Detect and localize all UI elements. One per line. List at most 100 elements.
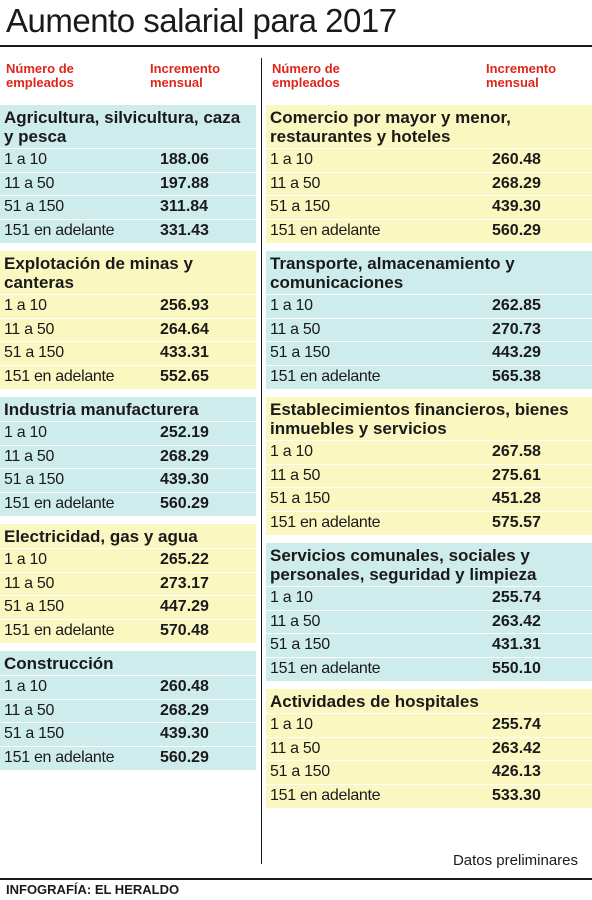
sector-section: Construcción 1 a 10 260.48 11 a 50 268.29 51 …	[0, 651, 256, 770]
credit: INFOGRAFÍA: EL HERALDO	[6, 882, 180, 897]
footer-rule	[0, 878, 592, 880]
sector-title: Establecimientos financieros, bienes inm…	[270, 400, 569, 438]
table-row: 51 a 150 447.29	[0, 595, 256, 619]
table-row: 51 a 150 431.31	[266, 633, 592, 657]
employee-range: 151 en adelante	[4, 748, 115, 766]
left-column: Número de empleados Incremento mensual A…	[0, 56, 256, 778]
sector-section: Servicios comunales, sociales y personal…	[266, 543, 592, 681]
monthly-increment: 265.22	[160, 551, 209, 568]
employee-range: 1 a 10	[270, 443, 313, 460]
table-row: 1 a 10 260.48	[266, 148, 592, 172]
monthly-increment: 270.73	[492, 320, 541, 338]
sector-title: Industria manufacturera	[4, 400, 199, 419]
table-row: 151 en adelante 552.65	[0, 364, 256, 389]
monthly-increment: 197.88	[160, 174, 209, 192]
monthly-increment: 264.64	[160, 320, 209, 338]
title-rule	[0, 45, 592, 47]
table-row: 11 a 50 268.29	[0, 444, 256, 469]
employee-range: 51 a 150	[270, 490, 330, 507]
employee-range: 1 a 10	[4, 551, 47, 568]
employee-range: 11 a 50	[4, 447, 55, 465]
monthly-increment: 255.74	[492, 716, 541, 733]
employee-range: 11 a 50	[4, 320, 55, 338]
table-row: 11 a 50 197.88	[0, 171, 256, 196]
table-row: 51 a 150 439.30	[0, 468, 256, 492]
monthly-increment: 447.29	[160, 598, 209, 615]
employees-header: Número de empleados	[6, 61, 74, 90]
monthly-increment: 565.38	[492, 367, 541, 385]
sector-title: Agricultura, silvicultura, caza y pesca	[4, 108, 241, 146]
table-row: 1 a 10 265.22	[0, 548, 256, 572]
employee-range: 151 en adelante	[4, 494, 115, 512]
table-row: 151 en adelante 331.43	[0, 218, 256, 243]
employee-range: 11 a 50	[4, 574, 55, 592]
sector-section: Comercio por mayor y menor, restaurantes…	[266, 105, 592, 243]
sector-section: Transporte, almacenamiento y comunicacio…	[266, 251, 592, 389]
monthly-increment: 255.74	[492, 589, 541, 606]
employee-range: 151 en adelante	[4, 621, 115, 639]
table-row: 11 a 50 263.42	[266, 609, 592, 634]
left-column-header: Número de empleados Incremento mensual	[0, 56, 256, 98]
monthly-increment: 439.30	[492, 198, 541, 215]
monthly-increment: 268.29	[160, 447, 209, 465]
table-row: 51 a 150 311.84	[0, 195, 256, 219]
monthly-increment: 433.31	[160, 344, 209, 361]
table-row: 151 en adelante 550.10	[266, 656, 592, 681]
employee-range: 51 a 150	[4, 198, 64, 215]
table-row: 1 a 10 267.58	[266, 440, 592, 464]
table-row: 11 a 50 275.61	[266, 463, 592, 488]
sector-title: Servicios comunales, sociales y personal…	[270, 546, 537, 584]
monthly-increment: 426.13	[492, 763, 541, 780]
monthly-increment: 575.57	[492, 513, 541, 531]
table-row: 51 a 150 433.31	[0, 341, 256, 365]
table-row: 11 a 50 264.64	[0, 317, 256, 342]
preliminary-note: Datos preliminares	[452, 852, 578, 869]
employee-range: 51 a 150	[4, 725, 64, 742]
sector-section: Establecimientos financieros, bienes inm…	[266, 397, 592, 535]
employee-range: 51 a 150	[4, 598, 64, 615]
employees-header: Número de empleados	[272, 61, 340, 90]
employee-range: 1 a 10	[4, 424, 47, 441]
monthly-increment: 252.19	[160, 424, 209, 441]
table-row: 11 a 50 273.17	[0, 571, 256, 596]
employee-range: 1 a 10	[270, 297, 313, 314]
table-row: 11 a 50 263.42	[266, 736, 592, 761]
employee-range: 151 en adelante	[4, 221, 115, 239]
table-row: 11 a 50 268.29	[266, 171, 592, 196]
monthly-increment: 550.10	[492, 659, 541, 677]
sector-section: Agricultura, silvicultura, caza y pesca 1…	[0, 105, 256, 243]
employee-range: 51 a 150	[270, 198, 330, 215]
employee-range: 51 a 150	[270, 344, 330, 361]
monthly-increment: 443.29	[492, 344, 541, 361]
table-row: 51 a 150 426.13	[266, 760, 592, 784]
right-column: Número de empleados Incremento mensual C…	[266, 56, 592, 816]
monthly-increment: 439.30	[160, 471, 209, 488]
employee-range: 11 a 50	[270, 739, 321, 757]
column-divider	[261, 58, 262, 864]
employee-range: 151 en adelante	[4, 367, 115, 385]
employee-range: 11 a 50	[270, 612, 321, 630]
employee-range: 51 a 150	[4, 344, 64, 361]
monthly-increment: 570.48	[160, 621, 209, 639]
table-row: 51 a 150 443.29	[266, 341, 592, 365]
increment-header: Incremento mensual	[150, 61, 221, 90]
employee-range: 151 en adelante	[270, 786, 381, 804]
table-row: 151 en adelante 560.29	[0, 745, 256, 770]
table-row: 51 a 150 439.30	[0, 722, 256, 746]
sector-title: Construcción	[4, 654, 114, 673]
table-row: 151 en adelante 565.38	[266, 364, 592, 389]
table-row: 1 a 10 262.85	[266, 294, 592, 318]
monthly-increment: 451.28	[492, 490, 541, 507]
employee-range: 11 a 50	[4, 174, 55, 192]
right-sections: Comercio por mayor y menor, restaurantes…	[266, 105, 592, 808]
monthly-increment: 560.29	[492, 221, 541, 239]
table-row: 151 en adelante 533.30	[266, 783, 592, 808]
monthly-increment: 188.06	[160, 151, 209, 168]
table-row: 1 a 10 256.93	[0, 294, 256, 318]
table-row: 11 a 50 268.29	[0, 698, 256, 723]
table-row: 1 a 10 252.19	[0, 421, 256, 445]
monthly-increment: 439.30	[160, 725, 209, 742]
employee-range: 11 a 50	[270, 320, 321, 338]
monthly-increment: 268.29	[160, 701, 209, 719]
employee-range: 151 en adelante	[270, 367, 381, 385]
